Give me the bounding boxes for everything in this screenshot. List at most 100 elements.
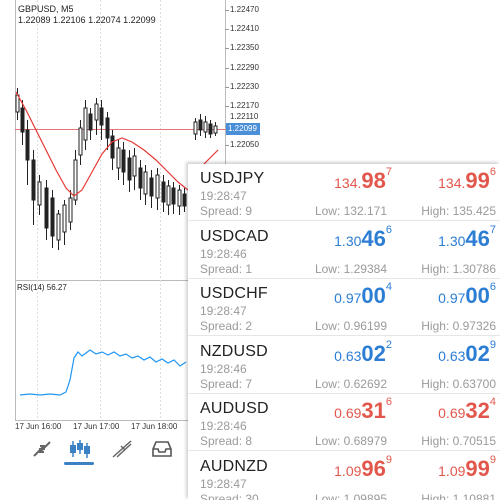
indicator-label: RSI(14) 56.27 [17,283,67,292]
quote-time: 19:28:47 [200,476,247,491]
candle-body [88,113,93,131]
quote-row-audnzd[interactable]: AUDNZD 19:28:47 Spread: 30 1.09969 1.099… [188,452,500,500]
ask-price[interactable]: 1.30467 [438,224,496,252]
ask-price-fraction: 9 [489,338,496,351]
candle-body [161,181,166,203]
candle-body [68,197,73,223]
bid-price-pips: 02 [361,340,386,366]
ask-price-fraction: 6 [489,166,496,178]
candle-body [149,177,154,197]
price-tick: 1.22470 [230,5,259,14]
quote-row-audusd[interactable]: AUDUSD 19:28:46 Spread: 8 0.69316 0.6932… [188,394,500,451]
daily-low: Low: 0.62692 [314,376,387,391]
candle-body [132,155,137,177]
candle-body [31,159,36,201]
ask-price-pips: 02 [465,340,490,366]
bid-price[interactable]: 1.30466 [334,223,392,252]
daily-high: High: 1.10881 [421,491,496,500]
bid-price[interactable]: 0.63022 [334,338,392,367]
time-tick: 17 Jun 18:00 [131,422,178,431]
bid-price-prefix: 0.97 [334,290,362,306]
bid-price-prefix: 0.69 [334,405,362,421]
trade-arrows-icon[interactable] [30,438,54,460]
symbol-name: AUDNZD [200,457,268,475]
candle-body [78,127,83,156]
candle-body [50,197,55,237]
bid-price-fraction: 7 [385,166,392,178]
symbol-name: USDJPY [200,170,265,187]
quote-row-usdcad[interactable]: USDCAD 19:28:46 Spread: 1 1.30466 1.3046… [188,222,500,279]
bid-price[interactable]: 1.09969 [334,453,392,482]
ask-price[interactable]: 1.09999 [438,453,496,482]
ask-price-prefix: 134. [438,175,466,191]
bid-price[interactable]: 0.97004 [334,281,392,309]
price-chart[interactable] [0,0,262,500]
ask-price-fraction: 4 [489,396,496,408]
quote-time: 19:28:46 [200,361,247,376]
bid-price-pips: 00 [361,283,386,308]
ask-price-fraction: 9 [489,453,496,466]
daily-low: Low: 1.09895 [314,491,387,500]
price-tick: 1.22410 [230,24,259,33]
bid-price-prefix: 134. [334,175,362,191]
bid-price-fraction: 2 [385,338,392,351]
quote-row-nzdusd[interactable]: NZDUSD 19:28:46 Spread: 7 0.63022 0.6302… [188,337,500,394]
ask-price[interactable]: 134.996 [438,166,496,194]
bid-price-prefix: 1.30 [334,232,362,249]
ask-price[interactable]: 0.97006 [438,281,496,309]
bid-price[interactable]: 0.69316 [334,396,392,424]
quote-row-usdchf[interactable]: USDCHF 19:28:47 Spread: 2 0.97004 0.9700… [188,279,500,336]
daily-high: High: 135.425 [421,204,496,218]
price-tick: 1.22230 [230,82,259,91]
price-tick: 1.22170 [230,101,259,110]
bid-price[interactable]: 134.987 [334,166,392,194]
ask-price-prefix: 0.97 [438,290,466,306]
current-price-tag: 1.22099 [228,124,257,133]
symbol-name: USDCAD [200,227,269,245]
daily-low: Low: 0.68979 [314,434,387,448]
chart-title: GBPUSD, M5 [18,4,74,14]
ask-price-prefix: 0.63 [438,347,466,364]
active-tab-indicator [64,462,94,465]
quotes-list[interactable]: USDJPY 19:28:47 Spread: 9 134.987 134.99… [188,164,500,500]
candle-body [203,121,208,133]
daily-low: Low: 1.29384 [314,261,387,276]
bid-price-fraction: 9 [385,453,392,466]
ask-price[interactable]: 0.63029 [438,338,496,367]
candle-body [213,125,218,134]
time-tick: 17 Jun 16:00 [15,422,62,431]
quote-time: 19:28:47 [200,189,247,203]
candlestick-icon[interactable] [68,438,92,460]
ask-price-fraction: 6 [489,281,496,293]
price-tick: 1.22290 [230,63,259,72]
bid-price-fraction: 4 [385,281,392,293]
row-divider [188,450,500,451]
spread: Spread: 30 [200,491,259,500]
row-divider [188,392,500,394]
ask-price[interactable]: 0.69324 [438,396,496,424]
candle-body [56,213,61,241]
candle-body [171,187,176,205]
inbox-icon[interactable] [150,438,174,460]
bid-price-fraction: 6 [385,223,392,236]
ask-price-prefix: 1.09 [438,462,466,479]
candle-body [143,171,148,195]
quote-row-usdjpy[interactable]: USDJPY 19:28:47 Spread: 9 134.987 134.99… [188,164,500,221]
daily-low: Low: 132.171 [314,204,387,218]
candle-body [99,107,104,126]
spread: Spread: 1 [200,261,253,276]
row-divider [188,277,500,279]
bid-price-pips: 96 [361,455,386,481]
candle-body [155,174,160,199]
symbol-name: AUDUSD [200,400,269,417]
quote-time: 19:28:46 [200,246,247,261]
ask-price-pips: 32 [465,398,490,423]
candle-body [116,147,121,169]
candle-body [105,117,110,139]
spread: Spread: 8 [200,434,253,448]
candle-body [25,129,30,161]
price-tick: 1.22110 [230,112,259,121]
candle-body [20,107,25,133]
ask-price-pips: 99 [465,455,490,481]
crosshair-icon[interactable] [110,438,134,460]
